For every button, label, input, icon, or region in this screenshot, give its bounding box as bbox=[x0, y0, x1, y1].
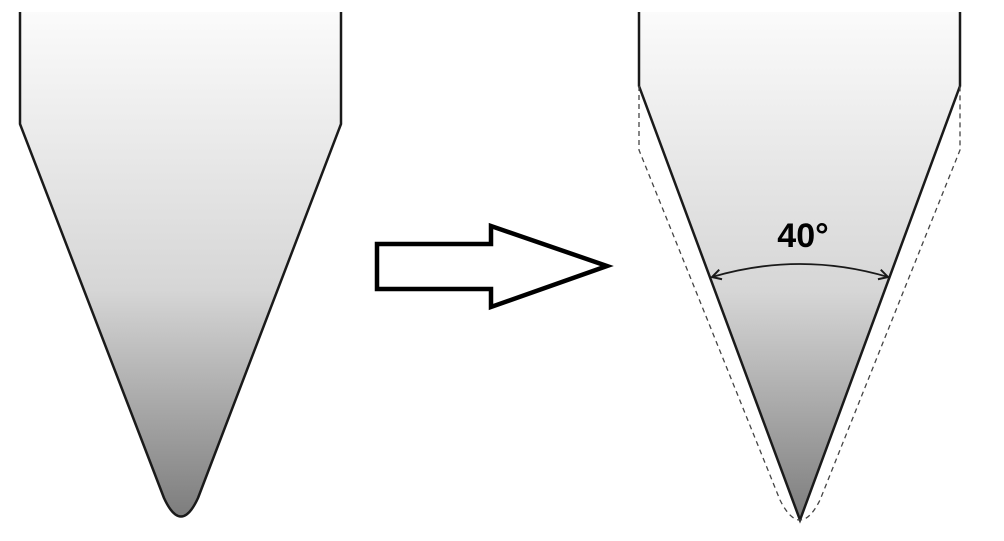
transform-arrow-icon bbox=[374, 222, 614, 311]
angle-arc bbox=[712, 263, 888, 277]
original-rounded-tip bbox=[18, 12, 343, 518]
sharpened-tip-body bbox=[639, 12, 960, 520]
original-tip-body bbox=[20, 12, 341, 517]
original-profile-dashed-outline bbox=[638, 86, 961, 521]
angle-label: 40° bbox=[777, 217, 828, 255]
original-tip-outline bbox=[18, 12, 343, 518]
sharpened-tip: 40° bbox=[637, 12, 962, 524]
